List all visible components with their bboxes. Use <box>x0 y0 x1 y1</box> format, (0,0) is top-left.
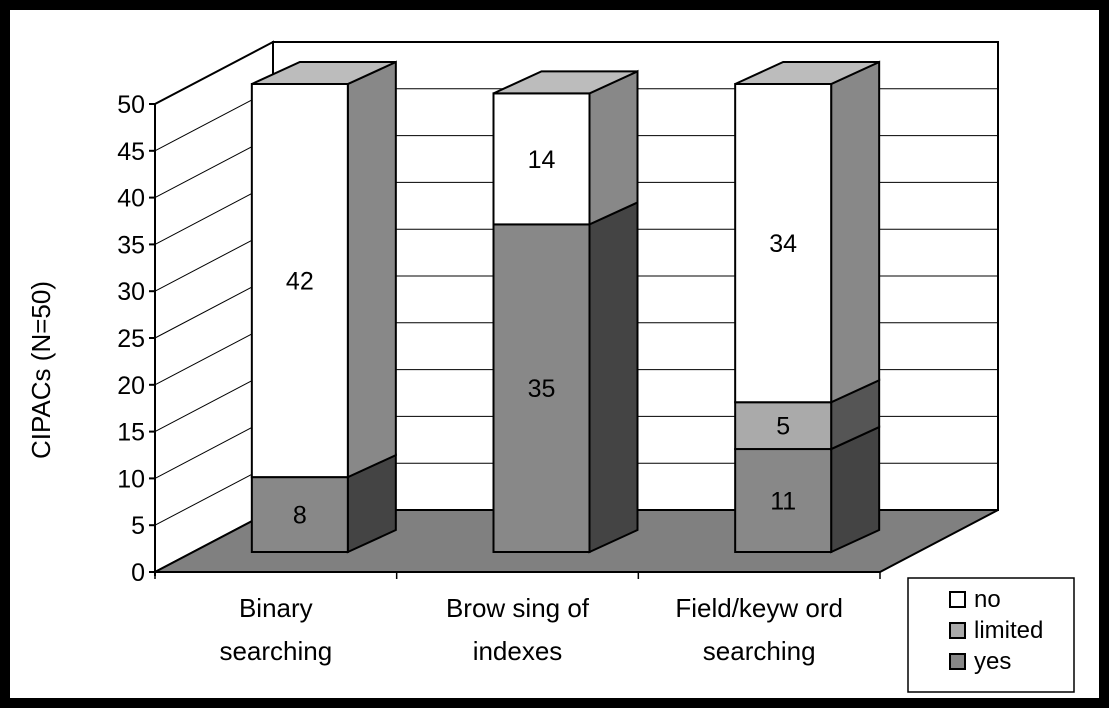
y-tick-label: 20 <box>117 372 145 400</box>
data-label: 8 <box>293 502 307 530</box>
y-tick-label: 10 <box>117 465 145 493</box>
bar-no <box>492 92 591 226</box>
y-axis-label: CIPACs (N=50) <box>26 281 56 459</box>
y-tick-label: 25 <box>117 325 145 353</box>
y-tick-label: 5 <box>131 512 145 540</box>
legend: no limited yes <box>907 577 1075 693</box>
y-tick-label: 40 <box>117 185 145 213</box>
data-label: 11 <box>770 488 796 516</box>
x-tick-label: indexes <box>473 636 563 666</box>
bar-no <box>250 83 349 479</box>
legend-swatch-yes <box>949 653 966 670</box>
legend-swatch-no <box>949 591 966 608</box>
bar-top <box>251 61 397 85</box>
x-tick-label: Binary <box>239 593 313 623</box>
y-tick-label: 45 <box>117 138 145 166</box>
y-tick-label: 0 <box>131 559 145 587</box>
y-tick-label: 30 <box>117 278 145 306</box>
bar-yes <box>492 223 591 553</box>
bar-side-no <box>588 69 639 226</box>
y-tick-label: 15 <box>117 419 145 447</box>
bar-top <box>734 61 880 85</box>
gridline <box>154 41 998 105</box>
legend-box <box>907 577 1075 693</box>
bar-yes <box>250 476 349 553</box>
data-label: 14 <box>528 146 556 174</box>
y-tick-label: 50 <box>117 91 145 119</box>
data-label: 35 <box>528 375 556 403</box>
legend-label-yes: yes <box>974 648 1011 675</box>
bar-side-no <box>830 60 881 404</box>
bars: 8 42 35 14 11 5 34 <box>250 60 881 554</box>
legend-label-limited: limited <box>974 617 1043 644</box>
legend-label-no: no <box>974 586 1001 613</box>
x-tick-label: searching <box>703 636 816 666</box>
x-tick-label: Brow sing of <box>446 593 590 623</box>
bar-side-yes <box>588 200 639 554</box>
bar-side-no <box>346 60 397 479</box>
data-label: 5 <box>776 413 790 441</box>
data-label: 34 <box>769 230 797 258</box>
bar-top <box>493 70 638 95</box>
y-tick-label: 35 <box>117 231 145 259</box>
x-tick-label: searching <box>219 636 332 666</box>
axes: 0 5 10 15 20 25 30 35 40 45 50 Binary searching Brow … <box>117 91 881 666</box>
legend-swatch-limited <box>949 622 966 639</box>
bar-no <box>734 83 833 404</box>
bar-limited <box>734 401 833 451</box>
data-label: 42 <box>286 268 314 296</box>
x-tick-label: Field/keyw ord <box>675 593 843 623</box>
